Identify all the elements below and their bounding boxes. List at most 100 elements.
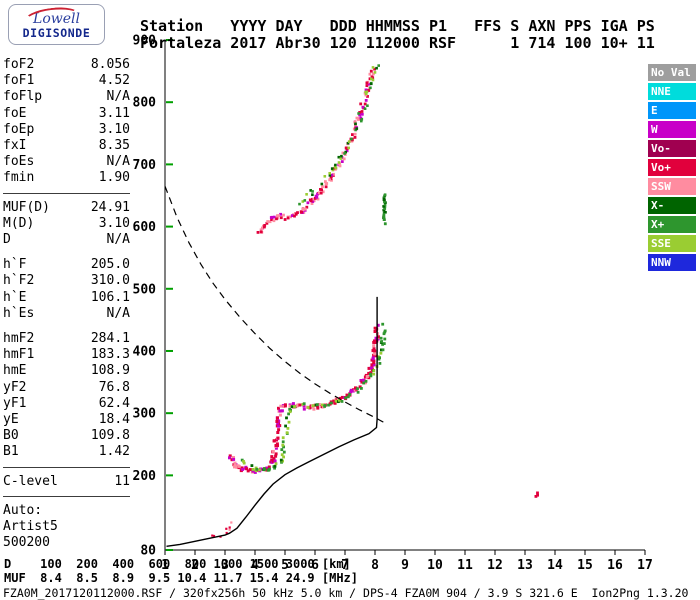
param-row-b0: B0 109.8	[3, 428, 130, 444]
param-row-fxi: fxI 8.35	[3, 138, 130, 154]
param-row-yf1: yF1 62.4	[3, 396, 130, 412]
param-label: Artist5	[3, 519, 58, 535]
svg-text:13: 13	[517, 558, 533, 573]
param-label: D	[3, 232, 11, 248]
divider	[3, 192, 130, 194]
param-label: hmF1	[3, 347, 35, 363]
parameter-panel: foF2 8.056 foF1 4.52 foFlp N/A foE 3.11 foEp 3.10…	[3, 57, 130, 560]
legend-item-vo-: Vo-	[648, 140, 696, 157]
param-label: hmF2	[3, 331, 35, 347]
divider	[3, 495, 130, 497]
svg-text:12: 12	[487, 558, 503, 573]
header-values-line: Fortaleza 2017 Abr30 120 112000 RSF 1 71…	[140, 34, 655, 52]
legend-item-vo+: Vo+	[648, 159, 696, 176]
svg-text:16: 16	[607, 558, 623, 573]
svg-text:800: 800	[133, 96, 157, 111]
legend-item-nne: NNE	[648, 83, 696, 100]
param-value: N/A	[106, 305, 130, 321]
status-line: FZA0M_2017120112000.RSF / 320fx256h 50 k…	[3, 586, 689, 600]
param-value: 109.8	[90, 428, 130, 444]
param-row-hme: hmE 108.9	[3, 363, 130, 379]
legend-item-x+: X+	[648, 216, 696, 233]
param-value: 310.0	[90, 273, 130, 289]
legend-item-e: E	[648, 102, 696, 119]
distance-row: D 100 200 400 600 800 1000 1500 3000 [km…	[4, 557, 351, 571]
param-label: foF2	[3, 57, 35, 72]
param-value: 76.8	[98, 379, 130, 395]
svg-text:2: 2	[191, 558, 199, 573]
param-label: MUF(D)	[3, 199, 50, 215]
param-row-b1: B1 1.42	[3, 444, 130, 460]
param-value: 3.10	[98, 121, 130, 137]
param-row-artist5: Artist5	[3, 519, 130, 535]
svg-text:400: 400	[133, 344, 157, 359]
param-value: 24.91	[90, 199, 130, 215]
param-value: 183.3	[90, 347, 130, 363]
svg-text:4: 4	[251, 558, 259, 573]
param-row-yf2: yF2 76.8	[3, 380, 130, 396]
param-label: yF2	[3, 379, 27, 395]
param-label: h`E	[3, 289, 27, 305]
param-row-foe: foE 3.11	[3, 106, 130, 122]
svg-text:900: 900	[133, 34, 157, 49]
svg-text:500: 500	[133, 282, 157, 297]
param-value: 205.0	[90, 257, 130, 273]
svg-text:9: 9	[401, 558, 409, 573]
param-label: foFlp	[3, 89, 43, 105]
param-row-hf2: h`F2 310.0	[3, 273, 130, 289]
param-label: C-level	[3, 473, 58, 489]
svg-text:6: 6	[311, 558, 319, 573]
param-label: foF1	[3, 73, 35, 89]
svg-text:14: 14	[547, 558, 563, 573]
svg-text:300: 300	[133, 407, 157, 422]
param-value: 8.35	[98, 138, 130, 154]
param-label: 500200	[3, 535, 50, 551]
param-value: 1.90	[98, 170, 130, 186]
param-group: hmF2 284.1 hmF1 183.3 hmE 108.9 yF2 76.8 yF1 62.4…	[3, 331, 130, 461]
lowell-digisonde-logo: Lowell DIGISONDE	[8, 4, 105, 45]
svg-text:5: 5	[281, 558, 289, 573]
param-label: foEp	[3, 121, 35, 137]
param-label: fxI	[3, 138, 27, 154]
param-value: 18.4	[98, 412, 130, 428]
param-label: h`F2	[3, 273, 35, 289]
param-row-fof1: foF1 4.52	[3, 73, 130, 89]
param-value: N/A	[106, 232, 130, 248]
legend-item-x-: X-	[648, 197, 696, 214]
param-value: 108.9	[90, 363, 130, 379]
svg-text:8: 8	[371, 558, 379, 573]
param-label: foE	[3, 105, 27, 121]
param-group: MUF(D) 24.91 M(D) 3.10 D N/A	[3, 200, 130, 249]
param-group: Auto: Artist5 500200	[3, 503, 130, 552]
legend-item-noval: No Val	[648, 64, 696, 81]
muf-row: MUF 8.4 8.5 8.9 9.5 10.4 11.7 15.4 24.9 …	[4, 570, 359, 585]
logo-digisonde-text: DIGISONDE	[22, 26, 91, 40]
legend-item-nnw: NNW	[648, 254, 696, 271]
header-columns-line: Station YYYY DAY DDD HHMMSS P1 FFS S AXN…	[140, 17, 655, 35]
echo-direction-legend: No Val NNE E W Vo- Vo+ SSW X- X+ SSE NNW	[648, 64, 696, 273]
svg-text:3: 3	[221, 558, 229, 573]
param-row-hmf2: hmF2 284.1	[3, 331, 130, 347]
param-row-foflp: foFlp N/A	[3, 89, 130, 105]
param-label: hmE	[3, 363, 27, 379]
param-value: 3.11	[98, 105, 130, 121]
param-group: foF2 8.056 foF1 4.52 foFlp N/A foE 3.11 foEp 3.10…	[3, 57, 130, 187]
param-row-500200: 500200	[3, 535, 130, 551]
svg-text:17: 17	[637, 558, 653, 573]
param-label: h`F	[3, 257, 27, 273]
param-row-he: h`E 106.1	[3, 290, 130, 306]
svg-text:10: 10	[427, 558, 443, 573]
param-row-foep: foEp 3.10	[3, 122, 130, 138]
param-label: B0	[3, 428, 19, 444]
param-label: foEs	[3, 154, 35, 170]
svg-text:7: 7	[341, 558, 349, 573]
param-row-foes: foEs N/A	[3, 154, 130, 170]
muf-distance-table: D 100 200 400 600 800 1000 1500 3000 [km…	[4, 557, 359, 585]
param-label: yE	[3, 412, 19, 428]
param-row-fof2: foF2 8.056	[3, 57, 130, 73]
legend-item-ssw: SSW	[648, 178, 696, 195]
param-row-hmf1: hmF1 183.3	[3, 347, 130, 363]
svg-text:15: 15	[577, 558, 593, 573]
param-row-auto: Auto:	[3, 503, 130, 519]
